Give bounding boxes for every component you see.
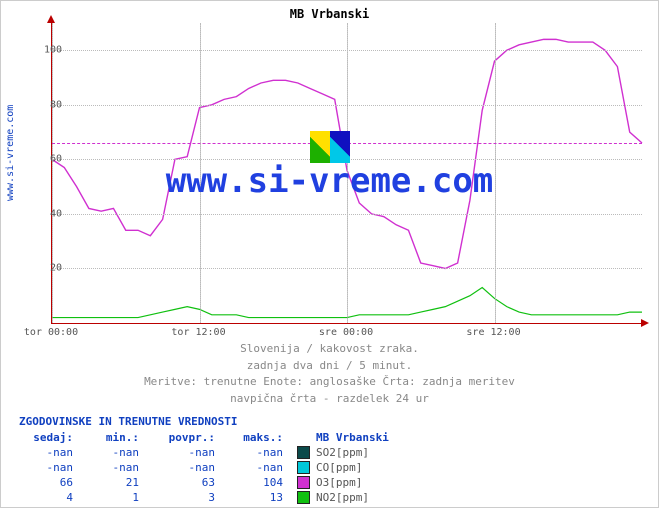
chart-container: MB Vrbanski www.si-vreme.com www.si-vrem…	[0, 0, 659, 508]
col-now: sedaj:	[19, 431, 79, 444]
table-cell: -nan	[79, 461, 145, 474]
table-cell: 1	[79, 491, 145, 504]
series-label: CO[ppm]	[316, 461, 362, 474]
table-cell: -nan	[19, 461, 79, 474]
gridline-v	[495, 23, 496, 323]
legend-swatch	[297, 446, 310, 459]
y-axis-site-label: www.si-vreme.com	[5, 105, 16, 201]
ytick-label: 100	[44, 45, 62, 56]
table-row: 41313NO2[ppm]	[19, 490, 389, 505]
table-cell: 4	[19, 491, 79, 504]
legend-swatch	[297, 476, 310, 489]
series-label: SO2[ppm]	[316, 446, 369, 459]
caption-block: Slovenija / kakovost zraka. zadnja dva d…	[1, 341, 658, 407]
plot-area	[51, 23, 642, 324]
legend-swatch	[297, 461, 310, 474]
xtick-label: tor 00:00	[24, 327, 78, 338]
caption-l2: zadnja dva dni / 5 minut.	[1, 358, 658, 375]
caption-l3: Meritve: trenutne Enote: anglosaške Črta…	[1, 374, 658, 391]
legend-swatch	[297, 491, 310, 504]
table-row: -nan-nan-nan-nanSO2[ppm]	[19, 445, 389, 460]
table-row: -nan-nan-nan-nanCO[ppm]	[19, 460, 389, 475]
table-cell: 13	[221, 491, 289, 504]
table-row: 662163104 O3[ppm]	[19, 475, 389, 490]
stats-table: ZGODOVINSKE IN TRENUTNE VREDNOSTI sedaj:…	[19, 415, 389, 505]
table-site: MB Vrbanski	[316, 431, 389, 444]
col-avg: povpr.:	[145, 431, 221, 444]
gridline-v	[347, 23, 348, 323]
chart-title: MB Vrbanski	[1, 1, 658, 21]
xtick-label: sre 12:00	[466, 327, 520, 338]
table-cell: -nan	[145, 446, 221, 459]
table-cell: -nan	[221, 461, 289, 474]
xtick-label: tor 12:00	[171, 327, 225, 338]
table-cell: -nan	[19, 446, 79, 459]
y-axis-arrow	[47, 15, 55, 23]
ytick-label: 60	[50, 154, 62, 165]
series-label: NO2[ppm]	[316, 491, 369, 504]
gridline-v	[200, 23, 201, 323]
xtick-label: sre 00:00	[319, 327, 373, 338]
table-col-headers: sedaj: min.: povpr.: maks.: MB Vrbanski	[19, 430, 389, 445]
gridline-v	[52, 23, 53, 323]
series-label: O3[ppm]	[316, 476, 362, 489]
table-cell: 63	[145, 476, 221, 489]
table-cell: -nan	[79, 446, 145, 459]
table-cell: 3	[145, 491, 221, 504]
col-max: maks.:	[221, 431, 289, 444]
ytick-label: 40	[50, 208, 62, 219]
col-min: min.:	[79, 431, 145, 444]
x-axis-arrow	[641, 319, 649, 327]
table-header: ZGODOVINSKE IN TRENUTNE VREDNOSTI	[19, 415, 389, 428]
ytick-label: 80	[50, 99, 62, 110]
ytick-label: 20	[50, 263, 62, 274]
table-cell: 66	[19, 476, 79, 489]
caption-l1: Slovenija / kakovost zraka.	[1, 341, 658, 358]
table-cell: -nan	[221, 446, 289, 459]
table-cell: 21	[79, 476, 145, 489]
watermark-icon	[310, 131, 350, 163]
table-cell: -nan	[145, 461, 221, 474]
caption-l4: navpična črta - razdelek 24 ur	[1, 391, 658, 408]
table-cell: 104	[221, 476, 289, 489]
